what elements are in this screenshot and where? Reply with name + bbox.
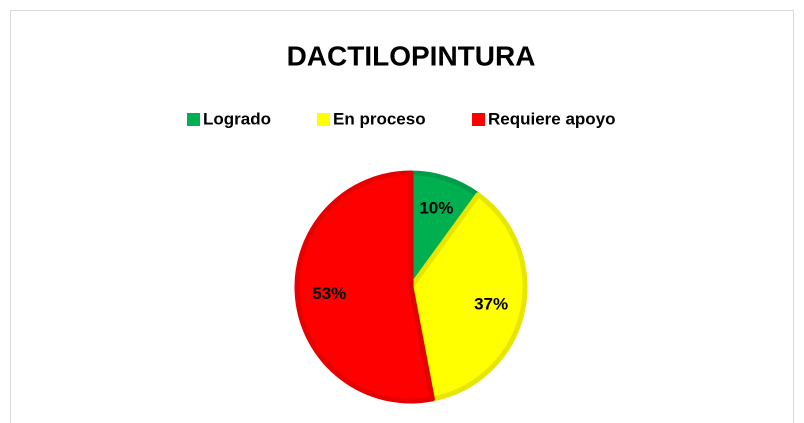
legend-swatch: [317, 113, 330, 126]
data-label: 10%: [419, 198, 453, 217]
chart-title: DACTILOPINTURA: [287, 40, 536, 71]
legend-swatch: [187, 113, 200, 126]
data-label: 53%: [312, 284, 346, 303]
pie-slice: [408, 192, 528, 402]
data-label: 37%: [474, 294, 508, 313]
legend-label: Requiere apoyo: [488, 109, 616, 128]
legend-swatch: [472, 113, 485, 126]
legend-label: En proceso: [333, 109, 426, 128]
legend-label: Logrado: [203, 109, 271, 128]
pie-slice: [294, 170, 435, 404]
